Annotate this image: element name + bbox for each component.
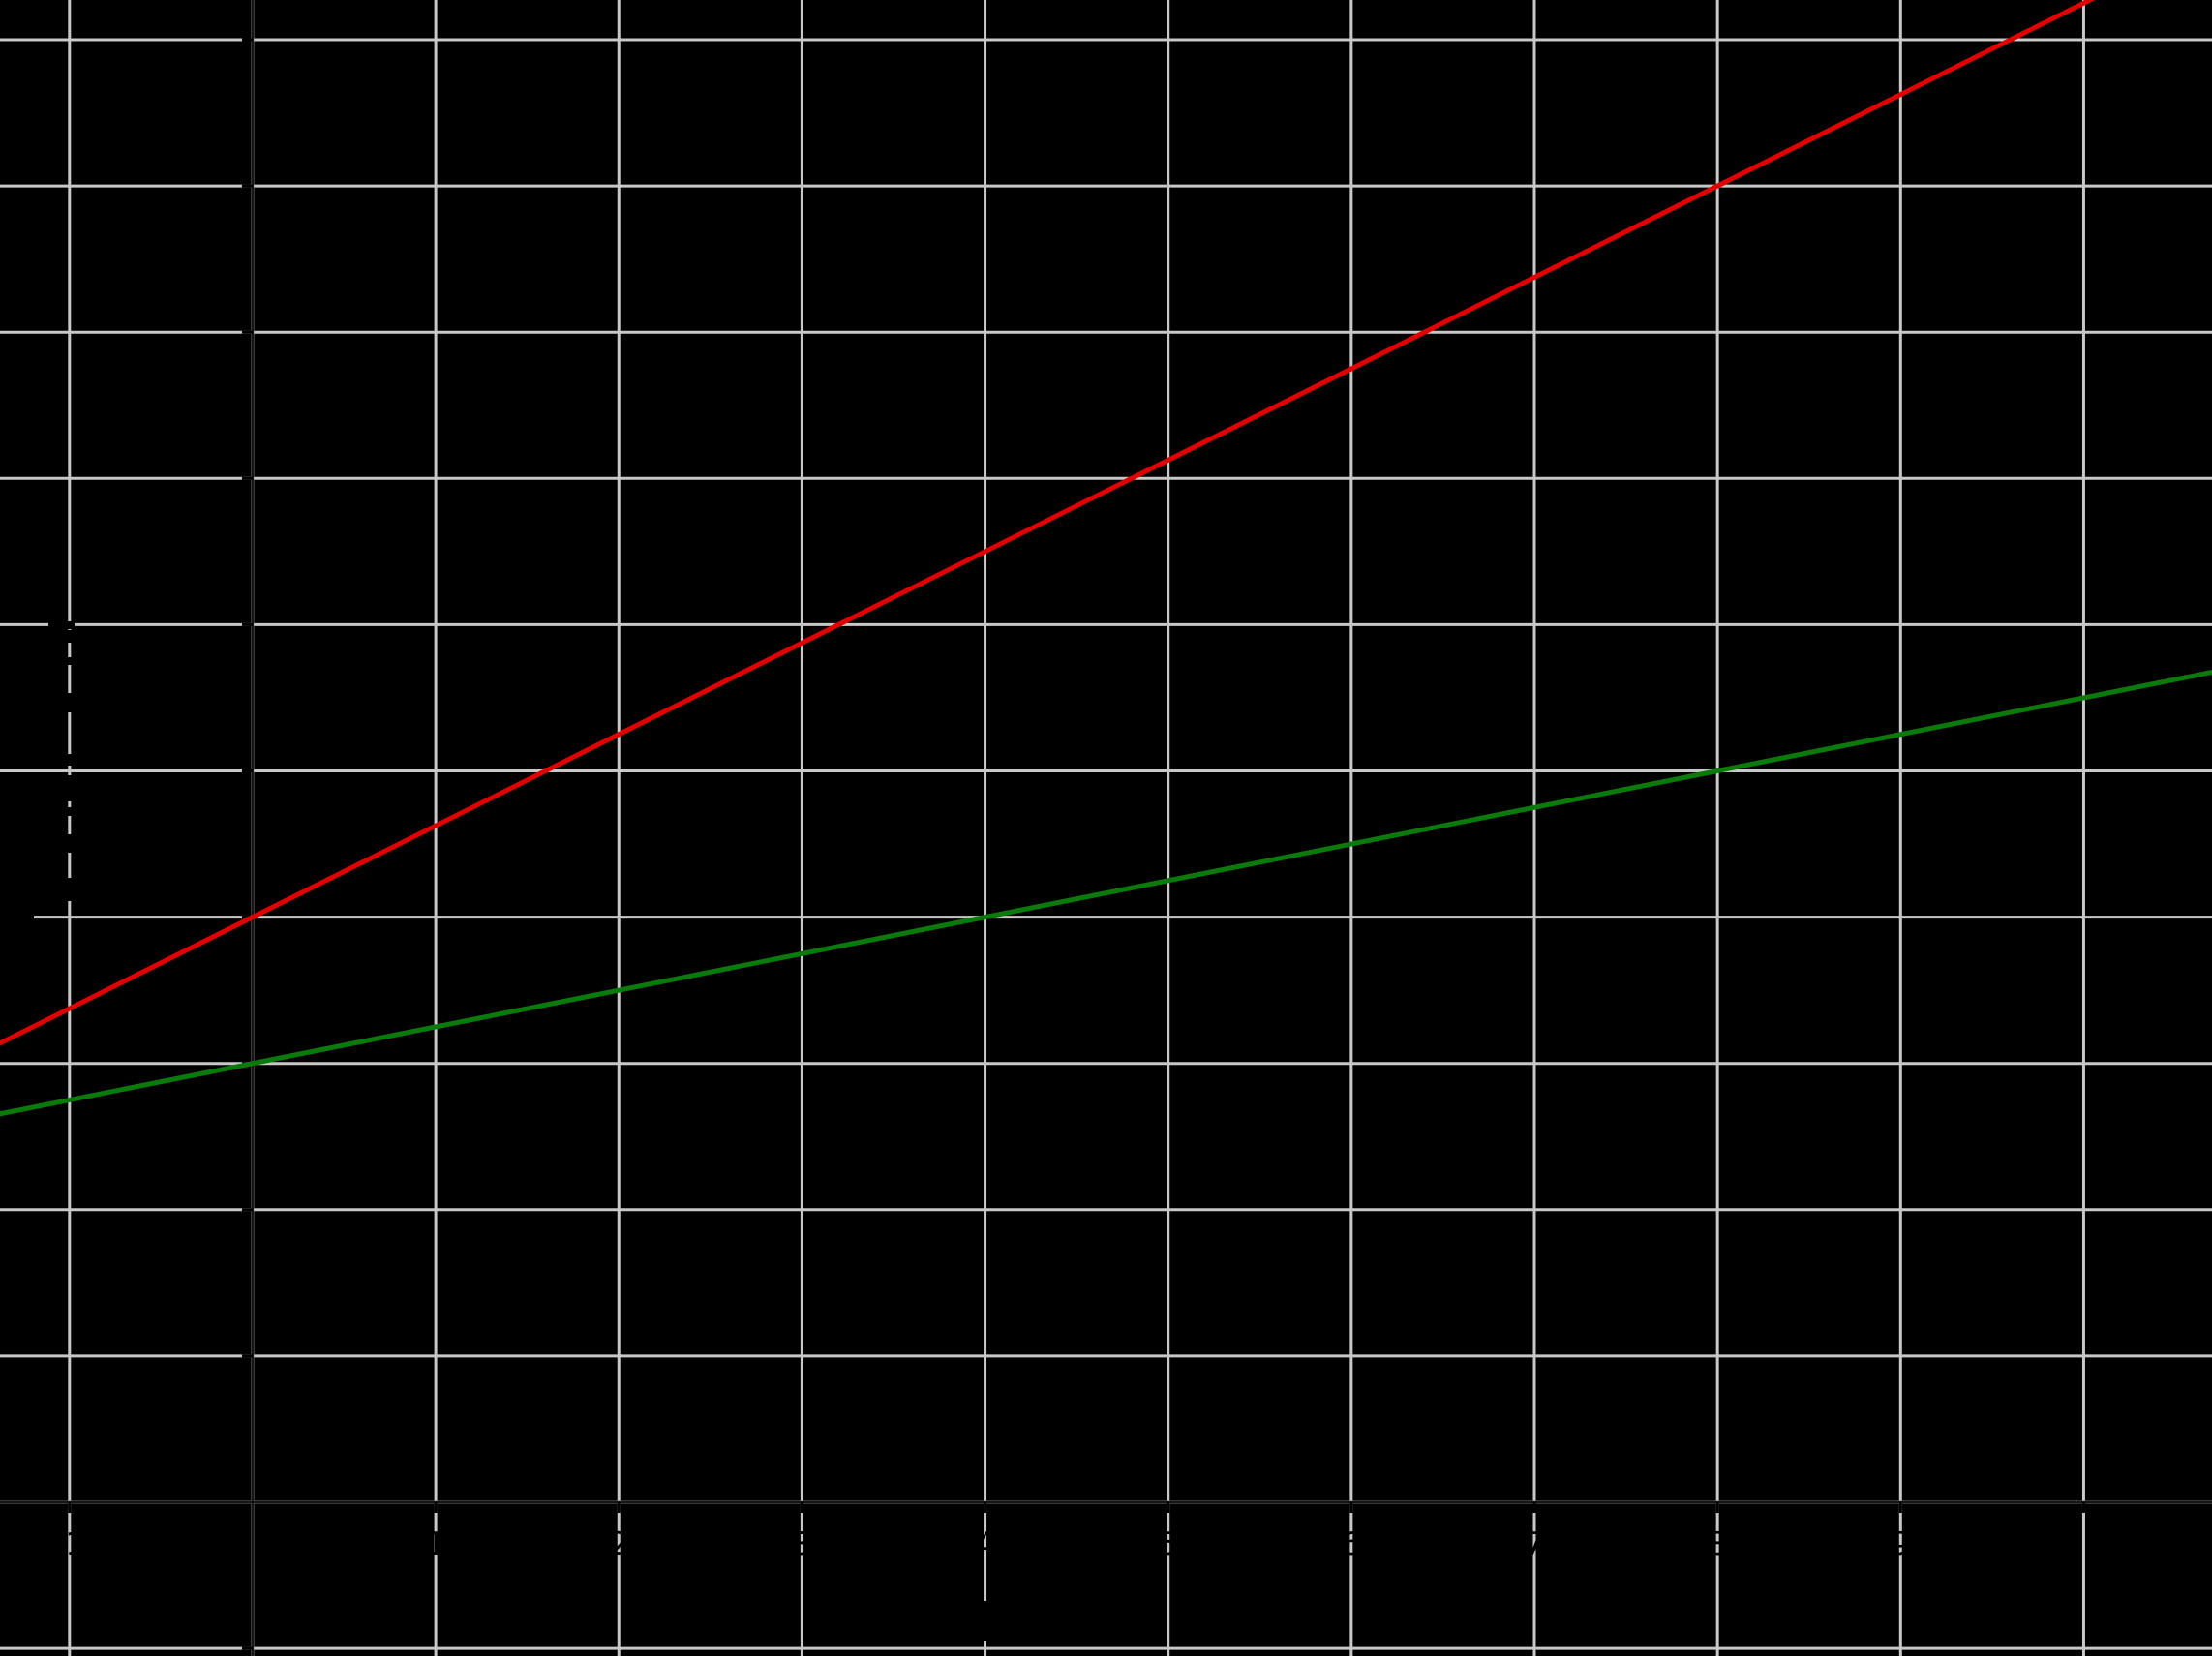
x-tick-label: -1 xyxy=(53,1525,86,1564)
unreadable-label-ink xyxy=(65,834,75,853)
y-tick-label: 6 xyxy=(219,623,240,662)
y-tick-label: 8 xyxy=(219,331,240,370)
unreadable-label-ink xyxy=(65,657,75,665)
y-tick-label: 1 xyxy=(219,1355,240,1394)
x-tick-label: 6 xyxy=(1341,1525,1362,1564)
green-line[interactable] xyxy=(0,669,2212,1117)
y-tick-label: 7 xyxy=(219,477,240,516)
x-tick-label: 3 xyxy=(792,1525,813,1564)
x-tick-label: 5 xyxy=(1158,1525,1179,1564)
x-tick-label: 2 xyxy=(608,1525,629,1564)
x-tick-label: 8 xyxy=(1707,1525,1728,1564)
y-tick-label: 5 xyxy=(219,770,240,809)
unreadable-label-ink xyxy=(65,630,75,643)
unreadable-label-ink xyxy=(65,878,75,901)
y-tick-label: 10 xyxy=(198,39,240,77)
y-tick-label: -1 xyxy=(207,1647,240,1656)
x-tick-label: 7 xyxy=(1524,1525,1545,1564)
x-tick-label: 4 xyxy=(975,1525,996,1564)
origin-label: 0 xyxy=(221,1505,242,1544)
unreadable-label-ink xyxy=(65,754,75,766)
y-tick-label: 9 xyxy=(219,185,240,224)
unreadable-label-ink xyxy=(65,693,75,712)
unreadable-label-ink xyxy=(982,1601,989,1641)
y-tick-label: 3 xyxy=(219,1063,240,1101)
unreadable-label-ink xyxy=(65,775,75,801)
x-tick-label: 1 xyxy=(425,1525,446,1564)
y-tick-label: 2 xyxy=(219,1209,240,1248)
x-tick-label: 9 xyxy=(1890,1525,1911,1564)
unreadable-label-ink xyxy=(65,807,75,816)
red-line[interactable] xyxy=(0,0,2212,1046)
unreadable-label-ink xyxy=(48,621,75,629)
unreadable-label-ink xyxy=(0,914,34,921)
y-tick-label: 4 xyxy=(219,917,240,955)
x-tick-label: 10 xyxy=(2063,1525,2105,1564)
